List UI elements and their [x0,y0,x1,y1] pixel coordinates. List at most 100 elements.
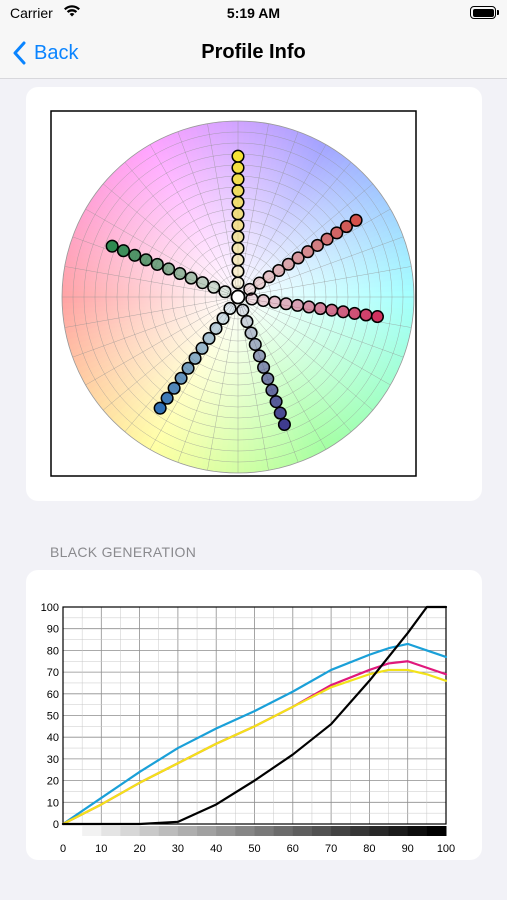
wheel-point-series0-9 [231,172,245,186]
wheel-point-series3-0 [236,303,250,317]
wheel-point-series2-1 [256,294,270,308]
y-tick-label: 10 [47,797,59,809]
wheel-point-series2-0 [245,292,259,306]
y-tick-label: 40 [47,732,59,744]
page-title: Profile Info [201,41,306,63]
wheel-point-series0-6 [231,207,245,221]
battery-cap [497,10,499,15]
wheel-point-series5-9 [116,244,130,258]
x-tick-label: 0 [60,843,66,855]
wheel-point-series1-6 [301,245,315,259]
wifi-icon [63,4,81,21]
wheel-point-series5-1 [207,280,221,294]
black-generation-series-0 [61,642,448,826]
wheel-point-series4-9 [160,391,174,405]
x-tick-label: 90 [402,843,414,855]
wheel-point-series0-3 [231,241,245,255]
wheel-point-series5-2 [195,276,209,290]
wheel-point-series3-3 [248,337,262,352]
wheel-point-series3-9 [273,406,287,420]
wheel-point-series5-3 [184,271,198,285]
wheel-center-point [230,289,246,305]
wheel-point-series4-10 [153,401,167,415]
wheel-point-series1-7 [310,238,324,252]
wheel-point-series0-5 [231,218,245,232]
wheel-point-series4-1 [216,311,230,325]
gamut-wheel-card [26,87,482,501]
wheel-point-series4-0 [223,301,237,316]
wheel-point-series4-3 [202,331,216,345]
y-tick-label: 80 [47,645,59,657]
wheel-point-series2-5 [302,300,316,314]
wheel-point-series2-7 [325,303,339,317]
y-tick-label: 100 [41,602,59,614]
wheel-point-series1-4 [281,257,295,271]
x-tick-label: 30 [172,843,184,855]
wheel-point-series2-3 [279,297,293,311]
wheel-point-series4-2 [209,321,223,335]
wheel-point-series2-10 [359,308,373,322]
wheel-point-series0-1 [231,264,245,279]
wheel-point-series4-8 [167,381,181,395]
y-tick-label: 30 [47,754,59,766]
wheel-point-series5-8 [128,248,142,262]
y-tick-label: 90 [47,624,59,636]
carrier-label: Carrier [10,5,53,21]
wheel-point-series2-9 [348,306,362,320]
black-generation-series-3 [61,605,448,826]
wheel-point-series1-1 [252,276,266,290]
wheel-point-series2-8 [336,305,350,319]
wheel-point-series3-6 [261,372,275,386]
back-label: Back [34,41,79,64]
wheel-point-series1-11 [349,213,363,227]
wheel-point-series1-3 [272,263,286,278]
wheel-point-series3-2 [244,326,258,340]
x-tick-label: 100 [437,843,455,855]
wheel-point-series5-7 [139,253,153,267]
wheel-point-series3-5 [257,360,271,374]
status-bar: Carrier 5:19 AM [0,0,507,28]
wheel-point-series1-9 [330,226,344,240]
x-tick-label: 70 [325,843,337,855]
x-tick-label: 20 [133,843,145,855]
wheel-point-series2-4 [290,298,305,312]
wheel-point-series3-7 [265,383,279,397]
black-generation-chart: 0 10 20 30 40 50 60 70 80 90 100 0 10 20 30 40 50 60 70 80… [41,602,456,855]
wheel-point-series5-4 [173,266,187,281]
clock-time: 5:19 AM [226,5,281,21]
wheel-point-series2-2 [268,295,282,309]
wheel-point-series3-4 [252,349,266,363]
wheel-point-series1-0 [243,282,257,296]
navigation-bar: Back Profile Info [0,28,507,79]
wheel-point-series0-8 [231,184,245,198]
x-tick-label: 50 [248,843,260,855]
wheel-point-series5-0 [218,285,232,299]
wheel-point-series3-8 [269,395,283,409]
wheel-point-series4-6 [181,361,195,375]
x-tick-label: 10 [95,843,107,855]
wheel-point-series3-1 [240,315,254,329]
wheel-point-series0-10 [231,161,245,175]
wheel-point-series4-7 [174,371,188,385]
wheel-point-series0-0 [231,276,245,290]
wheel-point-series1-10 [339,220,353,234]
y-tick-label: 20 [47,776,59,788]
black-generation-series-2 [61,668,448,826]
wheel-point-series1-5 [291,251,305,265]
wheel-point-series0-2 [231,253,245,267]
wheel-point-series2-11 [370,310,384,324]
wheel-point-series0-7 [231,195,245,209]
wheel-point-series1-2 [262,270,276,284]
x-tick-label: 40 [210,843,222,855]
wheel-point-series4-4 [195,341,209,355]
chevron-left-icon [13,41,26,65]
x-tick-label: 80 [363,843,375,855]
black-generation-card: 0 10 20 30 40 50 60 70 80 90 100 0 10 20 30 40 50 60 70 80… [26,570,482,860]
back-button[interactable]: Back [12,38,78,68]
color-wheel-chart [50,110,417,477]
y-tick-label: 0 [53,819,59,831]
wheel-point-series0-11 [231,149,245,163]
y-tick-label: 70 [47,667,59,679]
wheel-point-series5-6 [150,257,164,271]
y-tick-label: 50 [47,711,59,723]
